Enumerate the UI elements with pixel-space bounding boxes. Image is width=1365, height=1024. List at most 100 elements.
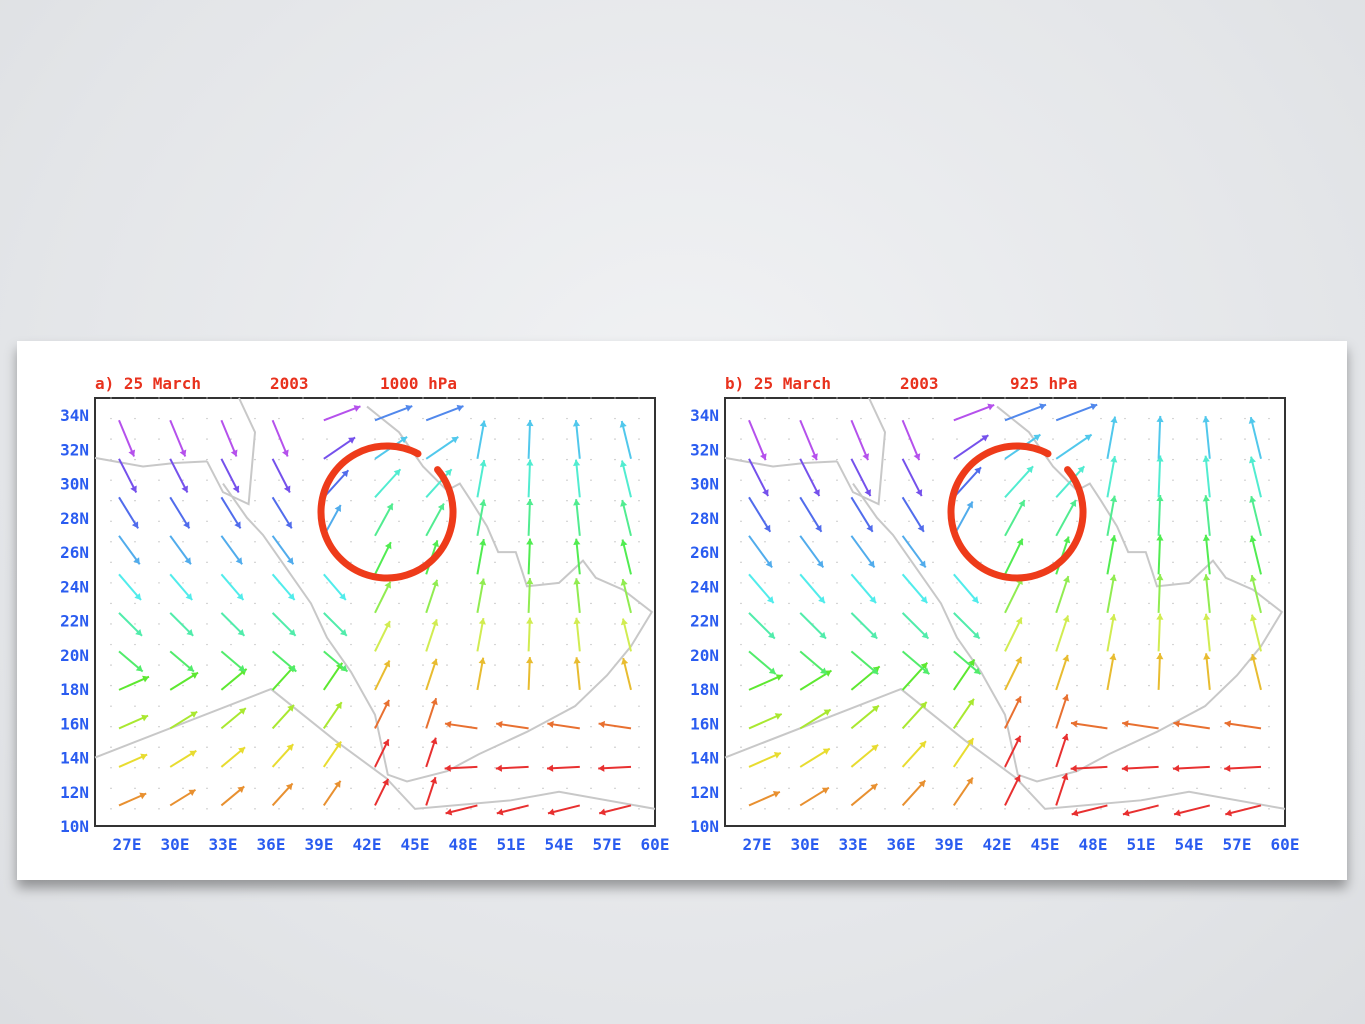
grid-dot <box>518 479 520 481</box>
grid-dot <box>110 767 112 769</box>
lat-label: 10N <box>60 817 89 836</box>
grid-dot <box>980 726 982 728</box>
wind-arrow <box>271 496 293 529</box>
grid-dot <box>1268 808 1270 810</box>
grid-dot <box>254 643 256 646</box>
wind-arrow <box>901 419 921 461</box>
arrow-head <box>813 489 820 497</box>
arrow-head <box>1039 403 1047 411</box>
grid-dot <box>1124 458 1126 461</box>
grid-dot <box>566 787 568 790</box>
grid-dot <box>1004 397 1006 399</box>
wind-arrow <box>425 405 464 422</box>
grid-dot <box>1196 623 1198 625</box>
grid-dot <box>278 623 280 625</box>
grid-dot <box>206 746 208 748</box>
arrow-head <box>283 485 291 493</box>
arrow-head <box>444 764 451 772</box>
grid-dot <box>302 479 304 481</box>
grid-dot <box>110 664 112 666</box>
grid-dot <box>1004 767 1006 769</box>
grid-dot <box>182 438 184 440</box>
grid-dot <box>350 767 352 769</box>
grid-dot <box>764 397 766 399</box>
wind-arrow <box>1225 804 1262 816</box>
arrow-head <box>183 521 190 529</box>
grid-dot <box>638 726 640 728</box>
wind-arrow <box>374 405 413 422</box>
arrow-head <box>1202 574 1211 581</box>
grid-dot <box>1220 643 1222 646</box>
grid-dot <box>1028 623 1030 625</box>
coastline <box>94 687 656 810</box>
grid-dot <box>1196 417 1198 420</box>
grid-dot <box>788 602 790 605</box>
grid-dot <box>1004 602 1006 605</box>
grid-dot <box>1076 705 1078 707</box>
lat-label: 34N <box>60 406 89 425</box>
grid-dot <box>638 541 640 543</box>
grid-dot <box>470 479 472 481</box>
arrow-head <box>598 764 605 772</box>
grid-dot <box>590 787 592 790</box>
grid-dot <box>1172 417 1174 420</box>
grid-dot <box>302 500 304 502</box>
grid-dot <box>1028 417 1030 420</box>
grid-dot <box>956 623 958 625</box>
grid-dot <box>590 746 592 748</box>
grid-dot <box>278 664 280 666</box>
arrow-head <box>547 764 554 772</box>
grid-dot <box>614 623 616 625</box>
grid-dot <box>494 767 496 769</box>
grid-dot <box>1100 541 1102 543</box>
lon-label: 39E <box>305 835 334 854</box>
grid-dot <box>374 582 376 584</box>
grid-dot <box>446 500 448 502</box>
grid-dot <box>494 643 496 646</box>
grid-dot <box>1268 397 1270 399</box>
arrow-head <box>871 667 879 675</box>
grid-dot <box>1196 561 1198 564</box>
grid-dot <box>158 808 160 810</box>
arrow-head <box>765 560 773 568</box>
grid-dot <box>206 787 208 790</box>
grid-dot <box>932 787 934 790</box>
arrow-head <box>1203 613 1211 621</box>
grid-dot <box>254 684 256 687</box>
grid-dot <box>158 479 160 481</box>
grid-dot <box>470 602 472 605</box>
grid-dot <box>470 705 472 707</box>
arrow-head <box>140 753 148 761</box>
grid-dot <box>350 787 352 790</box>
grid-dot <box>1076 561 1078 564</box>
arrow-head <box>1084 434 1092 441</box>
grid-dot <box>590 664 592 666</box>
grid-dot <box>374 541 376 543</box>
arrow-head <box>1156 534 1164 541</box>
grid-dot <box>110 520 112 522</box>
grid-dot <box>326 397 328 399</box>
grid-dot <box>566 664 568 666</box>
grid-dot <box>518 787 520 790</box>
grid-dot <box>446 726 448 728</box>
grid-dot <box>1028 664 1030 666</box>
arrow-head <box>917 524 924 532</box>
grid-dot <box>422 787 424 790</box>
grid-dot <box>590 417 592 420</box>
grid-dot <box>134 684 136 687</box>
grid-dot <box>422 561 424 564</box>
arrow-head <box>1173 764 1180 773</box>
arrow-head <box>1110 416 1118 424</box>
grid-dot <box>206 397 208 399</box>
wind-arrow <box>1204 574 1211 613</box>
arrow-head <box>400 436 408 444</box>
wind-arrow <box>169 419 187 457</box>
arrow-head <box>920 596 928 604</box>
arrow-head <box>598 720 606 729</box>
wind-arrow <box>1071 804 1108 816</box>
grid-dot <box>1220 458 1222 461</box>
wind-arrow <box>1250 456 1262 498</box>
arrow-head <box>1248 456 1256 464</box>
arrow-head <box>1202 534 1211 542</box>
grid-dot <box>278 500 280 502</box>
